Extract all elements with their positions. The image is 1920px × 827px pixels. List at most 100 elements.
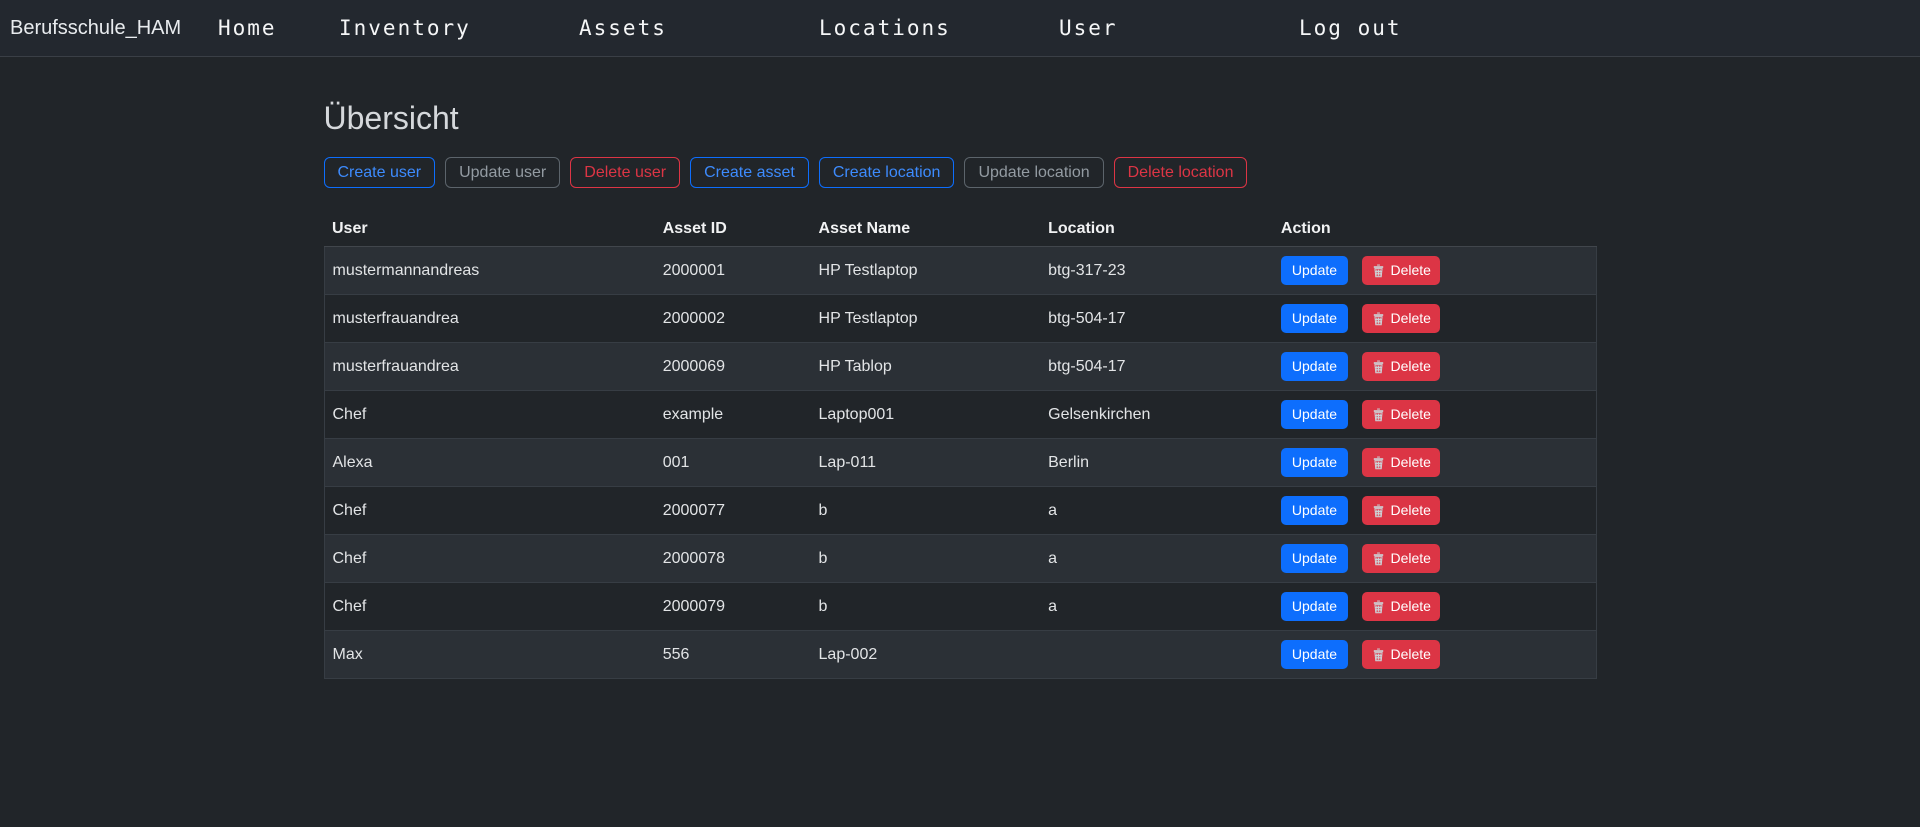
nav-item-wrap-home: Home — [218, 16, 339, 40]
table-row: Chef 2000078 b a Update Delete — [324, 534, 1596, 583]
delete-button[interactable]: Delete — [1361, 496, 1440, 526]
cell-asset-name: b — [818, 549, 828, 567]
trash-icon — [1371, 311, 1386, 326]
column-header-user: User — [324, 212, 655, 248]
nav-item-home[interactable]: Home — [218, 16, 277, 40]
table-row: musterfrauandrea 2000069 HP Tablop btg-5… — [324, 342, 1596, 391]
cell-asset-id: 2000078 — [662, 549, 726, 567]
cell-user: Chef — [332, 549, 367, 567]
page-title: Übersicht — [323, 100, 459, 136]
cell-asset-id: 2000079 — [662, 597, 726, 615]
cell-asset-name: Lap-011 — [818, 453, 877, 471]
create-asset-button[interactable]: Create asset — [690, 157, 809, 189]
update-button[interactable]: Update — [1280, 400, 1349, 430]
navbar: Berufsschule_HAM Home Inventory Assets Loca… — [0, 0, 1920, 57]
delete-button-label: Delete — [1390, 406, 1431, 423]
navbar-brand[interactable]: Berufsschule_HAM — [10, 16, 182, 39]
cell-asset-id: 2000069 — [662, 357, 726, 375]
update-button[interactable]: Update — [1280, 448, 1349, 478]
nav-item-inventory[interactable]: Inventory — [339, 16, 471, 40]
cell-user: Chef — [332, 501, 367, 519]
cell-asset-id: 2000002 — [662, 309, 726, 327]
cell-user: Chef — [332, 405, 367, 423]
delete-button-label: Delete — [1390, 358, 1431, 375]
delete-button[interactable]: Delete — [1361, 304, 1440, 334]
table-row: Chef example Laptop001 Gelsenkirchen Upd… — [324, 390, 1596, 439]
update-button[interactable]: Update — [1280, 592, 1349, 622]
delete-button[interactable]: Delete — [1361, 544, 1440, 574]
delete-button-label: Delete — [1390, 550, 1431, 567]
create-location-button[interactable]: Create location — [818, 157, 955, 189]
cell-location: Berlin — [1048, 453, 1090, 471]
column-header-asset-id: Asset ID — [654, 212, 811, 248]
cell-location — [1040, 631, 1273, 679]
cell-asset-name: Laptop001 — [818, 405, 895, 423]
column-header-asset-name: Asset Name — [810, 212, 1041, 248]
update-button[interactable]: Update — [1280, 256, 1349, 286]
cell-action: Update Delete — [1273, 391, 1596, 439]
delete-button[interactable]: Delete — [1361, 400, 1440, 430]
cell-location: btg-504-17 — [1048, 357, 1126, 375]
cell-action: Update Delete — [1273, 631, 1596, 679]
table-header-row: User Asset ID Asset Name Location Action — [324, 212, 1596, 248]
cell-user: Max — [332, 645, 363, 663]
cell-action: Update Delete — [1273, 487, 1596, 535]
cell-action: Update Delete — [1273, 343, 1596, 391]
table-body: mustermannandreas 2000001 HP Testlaptop … — [324, 246, 1596, 679]
cell-action: Update Delete — [1273, 583, 1596, 631]
update-button[interactable]: Update — [1280, 352, 1349, 382]
delete-button-label: Delete — [1390, 310, 1431, 327]
update-user-button[interactable]: Update user — [445, 157, 561, 189]
trash-icon — [1371, 551, 1386, 566]
nav-item-wrap-user: User — [1059, 16, 1299, 40]
cell-asset-name: HP Testlaptop — [818, 261, 918, 279]
trash-icon — [1371, 407, 1386, 422]
cell-asset-id: 2000001 — [662, 261, 726, 279]
delete-location-button[interactable]: Delete location — [1113, 157, 1248, 189]
trash-icon — [1371, 455, 1386, 470]
update-button[interactable]: Update — [1280, 640, 1349, 670]
cell-asset-name: b — [818, 597, 828, 615]
cell-action: Update Delete — [1273, 247, 1596, 295]
nav-item-user[interactable]: User — [1059, 16, 1118, 40]
cell-asset-id: example — [662, 405, 724, 423]
assets-table: User Asset ID Asset Name Location Action mus… — [324, 212, 1597, 679]
update-button[interactable]: Update — [1280, 304, 1349, 334]
table-row: musterfrauandrea 2000002 HP Testlaptop b… — [324, 294, 1596, 343]
cell-location: a — [1048, 597, 1058, 615]
column-header-action: Action — [1272, 212, 1596, 248]
update-button[interactable]: Update — [1280, 496, 1349, 526]
delete-user-button[interactable]: Delete user — [570, 157, 681, 189]
delete-button[interactable]: Delete — [1361, 592, 1440, 622]
delete-button-label: Delete — [1390, 502, 1431, 519]
toolbar: Create user Update user Delete user Create … — [323, 157, 1597, 189]
update-location-button[interactable]: Update location — [964, 157, 1104, 189]
cell-asset-name: Lap-002 — [818, 645, 878, 663]
cell-user: Alexa — [332, 453, 373, 471]
cell-location: Gelsenkirchen — [1048, 405, 1151, 423]
delete-button-label: Delete — [1390, 646, 1431, 663]
delete-button[interactable]: Delete — [1361, 640, 1440, 670]
cell-user: mustermannandreas — [332, 261, 480, 279]
cell-asset-name: b — [818, 501, 828, 519]
nav-item-log-out[interactable]: Log out — [1299, 16, 1402, 40]
main-content: Übersicht Create user Update user Delete u… — [323, 99, 1597, 679]
table-row: Chef 2000077 b a Update Delete — [324, 486, 1596, 535]
column-header-location: Location — [1040, 212, 1273, 248]
update-button[interactable]: Update — [1280, 544, 1349, 574]
nav-item-wrap-inventory: Inventory — [339, 16, 579, 40]
nav-item-locations[interactable]: Locations — [819, 16, 951, 40]
cell-user: musterfrauandrea — [332, 309, 459, 327]
nav-item-wrap-log-out: Log out — [1299, 16, 1402, 40]
delete-button[interactable]: Delete — [1361, 352, 1440, 382]
trash-icon — [1371, 503, 1386, 518]
nav-item-wrap-locations: Locations — [819, 16, 1059, 40]
delete-button[interactable]: Delete — [1361, 448, 1440, 478]
trash-icon — [1371, 599, 1386, 614]
cell-location: a — [1048, 501, 1058, 519]
create-user-button[interactable]: Create user — [323, 157, 436, 189]
delete-button[interactable]: Delete — [1361, 256, 1440, 286]
trash-icon — [1371, 359, 1386, 374]
nav-item-assets[interactable]: Assets — [579, 16, 667, 40]
trash-icon — [1371, 647, 1386, 662]
